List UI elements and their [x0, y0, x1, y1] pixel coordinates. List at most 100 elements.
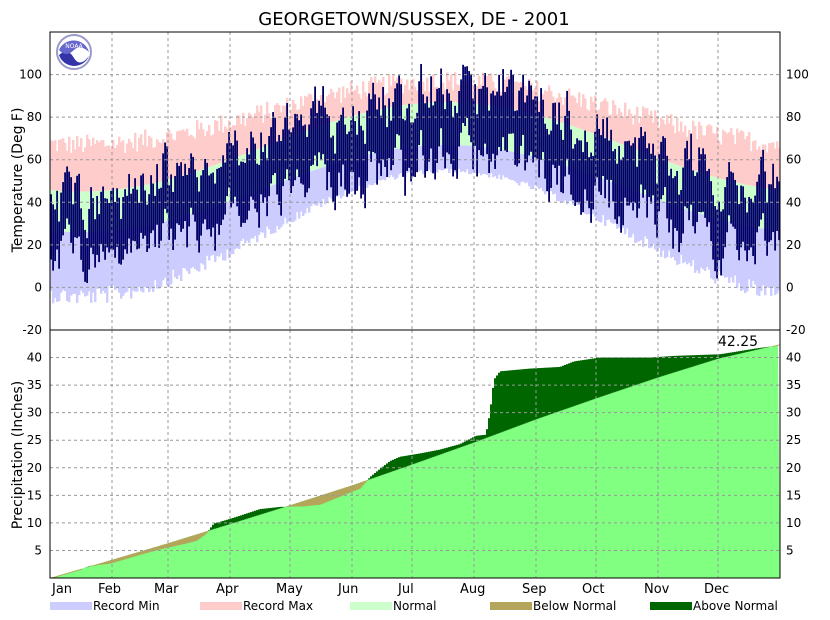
below-normal-mark	[328, 492, 331, 502]
above-normal-mark	[666, 356, 669, 375]
record-max-mark	[82, 152, 85, 192]
observed-temp-mark	[442, 94, 444, 157]
above-normal-mark	[688, 355, 691, 368]
record-min-mark	[136, 227, 139, 292]
observed-temp-mark	[124, 189, 126, 250]
observed-temp-mark	[128, 173, 130, 239]
observed-temp-mark	[198, 191, 200, 253]
observed-temp-mark	[460, 79, 462, 133]
below-normal-mark	[114, 558, 117, 563]
record-max-mark	[776, 141, 779, 190]
record-min-mark	[486, 147, 489, 175]
above-normal-mark	[412, 454, 415, 465]
record-min-mark	[270, 185, 273, 234]
observed-temp-mark	[270, 127, 272, 184]
record-min-mark	[256, 190, 259, 243]
record-max-mark	[676, 117, 679, 166]
record-max-mark	[588, 110, 591, 133]
record-max-mark	[634, 114, 637, 150]
normal-mark	[82, 191, 85, 233]
above-normal-mark	[718, 354, 721, 359]
temp-tick-label-left: 40	[27, 195, 42, 209]
above-normal-mark	[252, 511, 255, 517]
normal-mark	[738, 183, 741, 224]
record-min-mark	[398, 148, 401, 175]
below-normal-mark	[138, 551, 141, 556]
record-max-mark	[72, 139, 75, 192]
record-max-mark	[358, 94, 361, 115]
precip-tick-label-left: 25	[27, 433, 42, 447]
record-min-mark	[142, 226, 145, 293]
record-max-mark	[158, 141, 161, 182]
record-max-mark	[362, 81, 365, 114]
observed-temp-mark	[436, 88, 438, 163]
observed-temp-mark	[156, 164, 158, 225]
record-min-mark	[272, 184, 275, 234]
above-normal-mark	[496, 375, 499, 434]
record-max-mark	[716, 126, 719, 178]
below-normal-mark	[162, 544, 165, 549]
record-min-mark	[658, 199, 661, 248]
record-max-mark	[700, 125, 703, 174]
above-normal-mark	[482, 435, 485, 440]
observed-temp-mark	[550, 130, 552, 188]
record-min-mark	[138, 226, 141, 287]
below-normal-mark	[170, 542, 173, 547]
normal-mark	[466, 102, 469, 146]
record-min-mark	[770, 229, 773, 296]
observed-temp-mark	[338, 120, 340, 173]
observed-temp-mark	[718, 201, 720, 261]
observed-temp-mark	[724, 187, 726, 248]
observed-temp-mark	[148, 194, 150, 249]
record-min-mark	[62, 231, 65, 291]
observed-temp-mark	[476, 114, 478, 177]
record-max-mark	[448, 80, 451, 103]
record-max-mark	[608, 114, 611, 140]
record-min-mark	[512, 151, 515, 181]
record-min-mark	[766, 228, 769, 288]
below-normal-mark	[772, 345, 775, 347]
record-max-mark	[562, 104, 565, 124]
record-min-mark	[150, 224, 153, 289]
record-min-mark	[540, 158, 543, 188]
above-normal-mark	[574, 361, 577, 406]
above-normal-mark	[540, 367, 543, 418]
observed-temp-mark	[420, 64, 422, 131]
observed-temp-mark	[424, 103, 426, 178]
above-normal-mark	[560, 366, 563, 411]
record-max-mark	[142, 145, 145, 186]
above-normal-mark	[702, 354, 705, 364]
below-normal-mark	[352, 485, 355, 492]
above-normal-mark	[746, 349, 749, 352]
observed-temp-mark	[254, 143, 256, 209]
above-normal-mark	[576, 360, 579, 405]
above-normal-mark	[642, 357, 645, 383]
record-min-mark	[234, 199, 237, 250]
record-min-mark	[190, 213, 193, 269]
record-max-mark	[472, 84, 475, 104]
record-min-mark	[70, 231, 73, 296]
record-max-mark	[564, 97, 567, 124]
observed-temp-mark	[700, 154, 702, 213]
observed-temp-mark	[610, 129, 612, 180]
record-min-mark	[316, 169, 319, 206]
observed-temp-mark	[552, 103, 554, 165]
record-min-mark	[542, 159, 545, 192]
observed-temp-mark	[454, 105, 456, 171]
above-normal-mark	[456, 444, 459, 449]
below-normal-mark	[66, 573, 69, 574]
record-max-mark	[374, 76, 377, 111]
above-normal-mark	[684, 355, 687, 369]
record-max-mark	[380, 82, 383, 110]
above-normal-mark	[630, 357, 633, 387]
observed-temp-mark	[310, 108, 312, 166]
above-normal-mark	[730, 352, 733, 356]
observed-temp-mark	[66, 166, 68, 219]
above-normal-mark	[626, 357, 629, 388]
observed-temp-mark	[714, 206, 716, 272]
temp-tick-label-left: -20	[22, 323, 42, 337]
record-max-mark	[388, 74, 391, 108]
observed-temp-mark	[486, 87, 488, 155]
record-min-mark	[180, 216, 183, 282]
observed-temp-mark	[88, 208, 90, 270]
